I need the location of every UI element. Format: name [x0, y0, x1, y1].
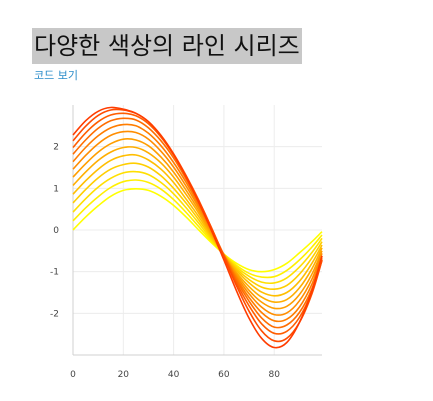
- y-tick-label: 0: [53, 226, 59, 236]
- x-tick-label: 80: [268, 370, 280, 380]
- y-tick-label: 1: [53, 184, 59, 194]
- y-tick-label: -2: [50, 309, 59, 319]
- series-line-8: [73, 131, 322, 315]
- series-line-7: [73, 139, 322, 309]
- y-tick-label: 2: [53, 143, 59, 153]
- x-tick-label: 60: [218, 370, 230, 380]
- grid-layer: [73, 105, 322, 355]
- y-tick-label: -1: [50, 268, 59, 278]
- x-tick-label: 40: [168, 370, 180, 380]
- x-tick-label: 20: [118, 370, 130, 380]
- series-layer: [73, 107, 322, 347]
- label-layer: 0 20 40 60 80 2 1 0 -1 -2: [50, 143, 280, 380]
- x-tick-label: 0: [70, 370, 76, 380]
